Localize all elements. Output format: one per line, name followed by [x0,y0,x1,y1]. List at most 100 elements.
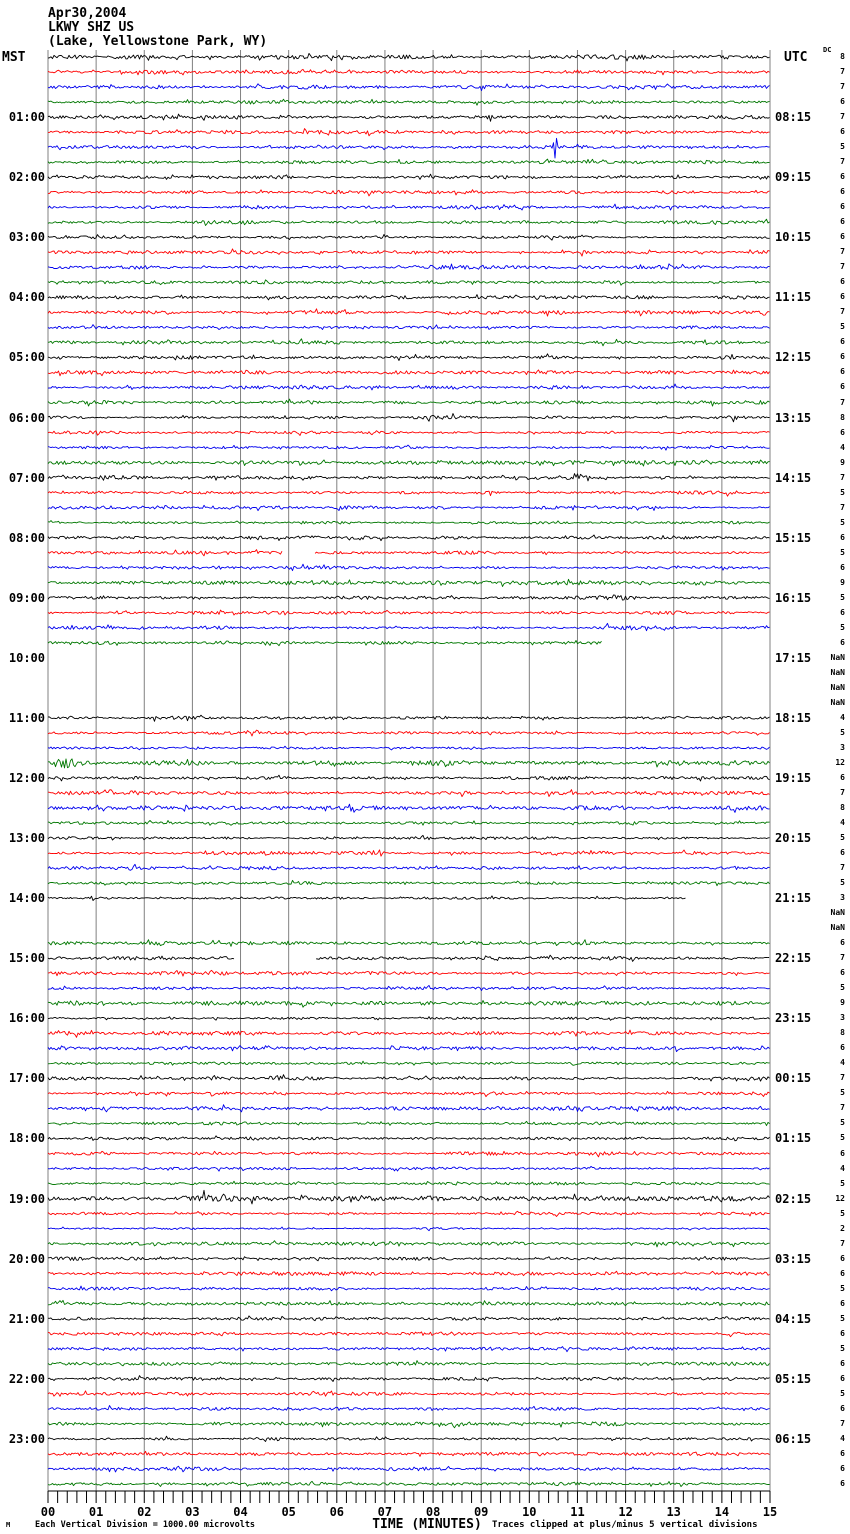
trace-amplitude-value: 6 [840,1148,845,1158]
trace-amplitude-value: 2 [840,1223,845,1233]
seismo-trace [47,1375,770,1382]
trace-amplitude-value: 6 [840,427,845,437]
mst-hour-label: 06:00 [8,410,45,425]
minute-tick-label: 06 [329,1505,345,1519]
utc-hour-label: 13:15 [775,410,812,425]
trace-amplitude-value: 6 [840,217,845,227]
seismo-trace [47,622,770,632]
mst-hour-label: 05:00 [8,350,45,365]
seismo-trace [47,578,770,587]
seismo-trace [47,398,770,407]
trace-amplitude-value: 5 [840,1088,845,1098]
trace-amplitude-value: 5 [840,878,845,888]
seismo-trace [47,1255,770,1262]
trace-amplitude-value: 5 [840,833,845,842]
trace-amplitude-value: 7 [840,502,845,512]
trace-amplitude-value: NaN [830,667,845,677]
seismo-trace [47,430,770,436]
mst-hour-label: 11:00 [8,710,45,725]
seismo-trace [47,1210,770,1217]
minute-tick-label: 09 [473,1505,489,1519]
trace-amplitude-value: 6 [840,1448,845,1458]
trace-amplitude-value: 6 [840,337,845,347]
seismo-trace [47,969,770,977]
mst-hour-label: 22:00 [8,1371,45,1386]
seismo-trace [316,954,770,962]
seismo-trace [47,1331,770,1338]
trace-amplitude-value: 6 [840,562,845,572]
trace-amplitude-value: 6 [840,1043,845,1053]
seismo-trace [47,1240,770,1248]
trace-amplitude-value: 6 [840,1298,845,1308]
trace-amplitude-value: 4 [840,818,845,827]
trace-amplitude-value: 7 [840,1073,845,1083]
seismo-trace [47,984,770,991]
seismo-trace [47,1226,770,1232]
minute-tick-label: 05 [281,1505,296,1519]
trace-amplitude-value: 5 [840,1133,845,1143]
trace-amplitude-value: NaN [830,682,845,692]
utc-hour-label: 01:15 [775,1131,812,1146]
seismo-trace [47,1299,770,1307]
utc-hour-label: 06:15 [775,1431,812,1446]
mst-hour-label: 02:00 [8,170,45,185]
trace-amplitude-value: 6 [840,1463,845,1473]
seismo-trace [47,413,770,423]
utc-hour-label: 10:15 [775,230,812,245]
trace-amplitude-value: 7 [840,1238,845,1248]
seismo-trace [47,98,770,106]
trace-amplitude-value: 6 [840,968,845,978]
seismo-trace [47,490,770,497]
seismo-trace [48,189,770,197]
trace-amplitude-value: 7 [840,788,845,797]
trace-amplitude-value: 8 [840,1028,845,1038]
minute-tick-label: 07 [377,1505,393,1519]
seismo-trace [47,609,770,616]
mst-hour-label: 18:00 [8,1131,45,1146]
trace-amplitude-value: 4 [840,1058,845,1068]
seismo-trace [47,1405,770,1412]
utc-hour-label: 09:15 [775,170,812,185]
utc-hour-label: 21:15 [775,891,812,906]
trace-amplitude-value: 6 [840,1328,845,1338]
seismo-trace [47,279,770,286]
trace-amplitude-value: 5 [840,1313,845,1323]
minute-tick-label: 14 [714,1505,730,1519]
trace-amplitude-value: 7 [840,82,845,91]
trace-amplitude-value: NaN [830,652,845,662]
trace-amplitude-value: 5 [840,1208,845,1218]
mst-hour-label: 08:00 [8,530,45,545]
corner-mark: M [6,1521,11,1529]
seismo-trace [47,863,770,871]
trace-amplitude-value: 5 [840,592,845,602]
seismo-trace [47,83,770,92]
mst-hour-label: 20:00 [8,1251,45,1266]
trace-amplitude-value: 3 [840,893,845,903]
seismo-trace [47,1450,770,1457]
seismo-trace [47,504,770,512]
mst-hour-label: 15:00 [8,951,45,966]
seismo-trace [47,1270,770,1277]
seismo-trace [47,774,770,782]
trace-amplitude-value: 7 [840,953,845,963]
trace-amplitude-value: 5 [840,142,845,152]
trace-amplitude-value: 7 [840,863,845,873]
seismo-trace [47,745,770,751]
seismo-trace [47,803,770,813]
dc-column-header: DC [823,46,832,54]
header-station: LKWY SHZ US [48,20,135,35]
seismo-trace [47,1090,770,1098]
trace-amplitude-value: 5 [840,517,845,527]
trace-amplitude-value: 9 [840,998,845,1008]
trace-amplitude-value: 6 [840,532,845,542]
seismo-trace [47,1180,770,1186]
trace-amplitude-value: 6 [840,1268,845,1278]
trace-amplitude-value: 7 [840,112,845,122]
mst-hour-label: 01:00 [8,110,45,125]
seismo-trace [47,158,770,165]
axis-tick-comb [47,1490,771,1503]
trace-amplitude-value: 5 [840,727,845,737]
vertical-gridlines [47,50,771,1491]
